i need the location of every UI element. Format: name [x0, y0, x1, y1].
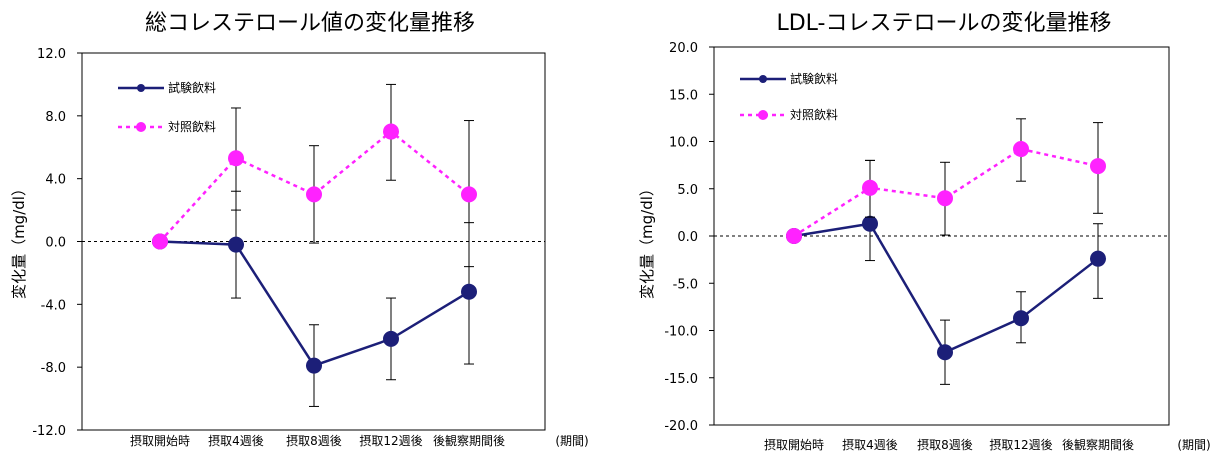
legend-swatch-marker [759, 75, 767, 83]
data-point [306, 357, 322, 374]
data-point [228, 236, 244, 253]
y-tick-label: -8.0 [41, 361, 66, 376]
y-tick-label: -5.0 [673, 277, 698, 292]
chart-title: 総コレステロール値の変化量推移 [145, 11, 475, 36]
x-tick-label: 摂取8週後 [286, 433, 342, 448]
data-point [937, 190, 953, 207]
y-tick-label: -20.0 [664, 419, 698, 434]
x-axis-label: (期間) [1177, 438, 1210, 452]
legend-label: 試験飲料 [168, 80, 216, 95]
y-axis-label: 変化量（mg/dl） [638, 181, 656, 299]
x-tick-label: 摂取開始時 [764, 437, 824, 452]
x-tick-label: 後観察期間後 [1062, 438, 1134, 452]
data-point [461, 283, 477, 300]
x-axis-label: (期間) [555, 434, 588, 448]
series-line-control [159, 129, 470, 243]
legend-swatch-marker [758, 110, 768, 120]
data-point [786, 228, 802, 244]
y-tick-label: -12.0 [32, 424, 66, 439]
data-point [1090, 250, 1106, 267]
x-tick-label: 摂取8週後 [917, 437, 973, 452]
data-point [1090, 158, 1106, 175]
data-point [937, 344, 953, 361]
y-tick-label: 5.0 [677, 183, 698, 198]
y-tick-label: 10.0 [669, 136, 698, 151]
data-point [1013, 141, 1029, 158]
x-tick-label: 摂取開始時 [130, 433, 190, 448]
data-point [306, 186, 322, 203]
y-tick-label: -10.0 [664, 325, 698, 340]
data-point [383, 123, 399, 140]
y-tick-label: -4.0 [41, 298, 66, 313]
legend-label: 対照飲料 [168, 119, 216, 134]
data-point [1013, 310, 1029, 327]
data-point [383, 330, 399, 347]
y-tick-label: 0.0 [677, 230, 698, 245]
y-tick-label: 4.0 [45, 173, 66, 188]
legend-label: 試験飲料 [790, 71, 838, 86]
y-tick-label: 15.0 [669, 88, 698, 103]
legend-label: 対照飲料 [790, 107, 838, 122]
y-tick-label: 20.0 [669, 41, 698, 56]
x-tick-label: 摂取4週後 [842, 437, 898, 452]
chart-title: LDL-コレステロールの変化量推移 [776, 11, 1111, 36]
x-tick-label: 後観察期間後 [433, 434, 505, 448]
x-tick-label: 摂取4週後 [208, 433, 264, 448]
x-tick-label: 摂取12週後 [989, 437, 1052, 452]
series-line-control [793, 147, 1099, 238]
data-point [152, 233, 168, 250]
data-point [228, 150, 244, 167]
data-point [862, 215, 878, 232]
legend-swatch-marker [136, 122, 146, 132]
x-tick-label: 摂取12週後 [359, 433, 422, 448]
y-tick-label: -15.0 [664, 372, 698, 387]
y-tick-label: 0.0 [45, 236, 66, 251]
legend-swatch-marker [137, 84, 145, 92]
data-point [461, 186, 477, 203]
y-tick-label: 8.0 [45, 110, 66, 125]
data-point [862, 179, 878, 196]
y-axis-label: 変化量（mg/dl） [10, 181, 28, 299]
y-tick-label: 12.0 [37, 47, 66, 62]
